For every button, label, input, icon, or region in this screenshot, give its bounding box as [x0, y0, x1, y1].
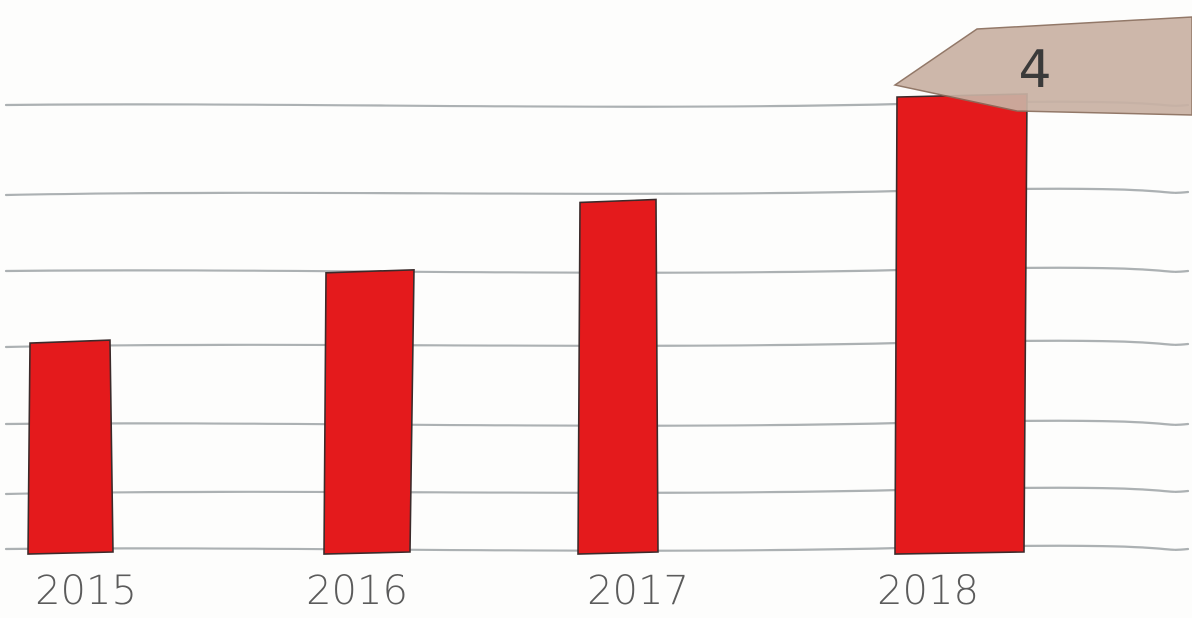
x-tick-label-2016: 2016: [306, 568, 408, 614]
bar-2015: [27, 339, 114, 555]
annotation-flag-shape: [893, 16, 1192, 116]
grid-line: [4, 544, 1190, 552]
x-tick-label-2015: 2015: [35, 568, 137, 614]
bars: [27, 93, 1028, 555]
grid-line: [4, 339, 1190, 349]
bar-2017: [577, 198, 659, 555]
bar-2016: [323, 268, 415, 555]
bar-2018: [894, 93, 1028, 555]
x-axis-labels: 2015 2016 2017 2018: [35, 568, 979, 614]
annotation-label: 4: [1018, 40, 1051, 100]
grid-lines: [4, 100, 1190, 552]
x-tick-label-2018: 2018: [877, 568, 979, 614]
grid-line: [4, 419, 1190, 427]
grid-line: [4, 266, 1190, 274]
grid-line: [4, 486, 1190, 496]
annotation-flag: 4: [893, 16, 1192, 116]
grid-line: [4, 187, 1190, 197]
x-tick-label-2017: 2017: [587, 568, 689, 614]
